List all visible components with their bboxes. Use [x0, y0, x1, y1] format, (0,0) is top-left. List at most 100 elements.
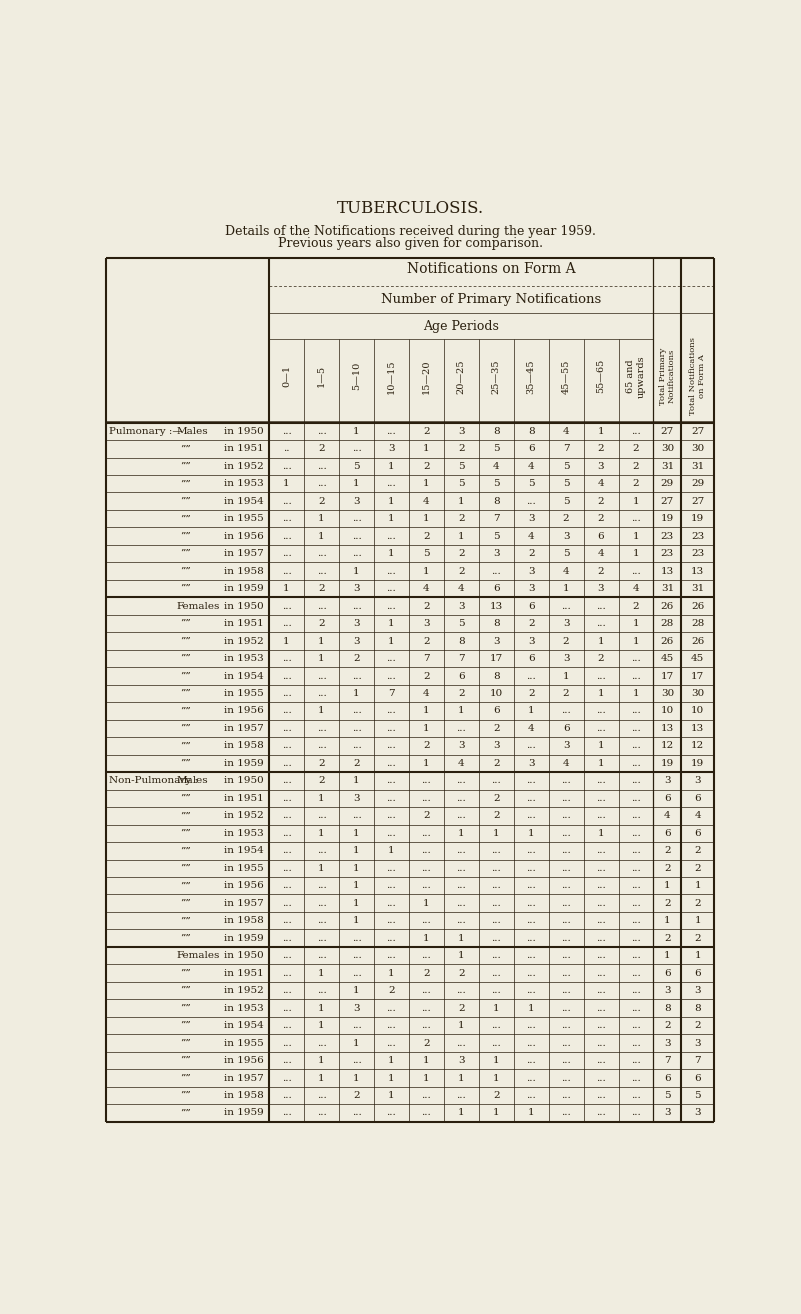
Text: ...: ... [562, 1004, 571, 1013]
Text: 3: 3 [598, 585, 605, 593]
Text: ...: ... [316, 986, 326, 995]
Text: ...: ... [562, 916, 571, 925]
Text: ...: ... [282, 619, 292, 628]
Text: ””: ”” [180, 1109, 191, 1117]
Text: ...: ... [526, 794, 536, 803]
Text: 4: 4 [493, 461, 500, 470]
Text: ...: ... [387, 654, 396, 664]
Text: 5: 5 [458, 461, 465, 470]
Text: 5: 5 [493, 444, 500, 453]
Text: ...: ... [596, 882, 606, 891]
Text: 8: 8 [493, 671, 500, 681]
Text: ...: ... [282, 461, 292, 470]
Text: 2: 2 [694, 934, 701, 942]
Text: ...: ... [316, 934, 326, 942]
Text: 1: 1 [284, 585, 290, 593]
Text: ...: ... [562, 899, 571, 908]
Text: 27: 27 [661, 427, 674, 436]
Text: ...: ... [562, 602, 571, 611]
Text: ...: ... [562, 882, 571, 891]
Text: ..: .. [284, 444, 290, 453]
Text: 3: 3 [694, 1109, 701, 1117]
Text: 30: 30 [691, 444, 704, 453]
Text: ””: ”” [180, 829, 191, 838]
Text: ...: ... [282, 1004, 292, 1013]
Text: 65 and
upwards: 65 and upwards [626, 355, 646, 398]
Text: Males: Males [176, 427, 207, 436]
Text: 1: 1 [423, 566, 429, 576]
Text: 5—10: 5—10 [352, 363, 361, 390]
Text: 1: 1 [353, 427, 360, 436]
Text: ...: ... [562, 1109, 571, 1117]
Text: 1: 1 [528, 829, 534, 838]
Text: 1: 1 [458, 1109, 465, 1117]
Text: 1: 1 [388, 514, 395, 523]
Text: 1: 1 [458, 829, 465, 838]
Text: 3: 3 [528, 636, 534, 645]
Text: 6: 6 [528, 602, 534, 611]
Text: 3: 3 [458, 427, 465, 436]
Text: ...: ... [526, 741, 536, 750]
Text: 1: 1 [633, 549, 639, 558]
Text: 1: 1 [528, 707, 534, 715]
Text: ...: ... [421, 829, 431, 838]
Text: ...: ... [316, 549, 326, 558]
Text: 1: 1 [633, 619, 639, 628]
Text: ...: ... [282, 951, 292, 961]
Text: ...: ... [596, 916, 606, 925]
Text: 12: 12 [691, 741, 704, 750]
Text: ...: ... [316, 916, 326, 925]
Text: ...: ... [387, 794, 396, 803]
Text: ...: ... [562, 863, 571, 872]
Text: ...: ... [421, 1004, 431, 1013]
Text: in 1958: in 1958 [224, 1091, 264, 1100]
Text: 2: 2 [694, 863, 701, 872]
Text: ...: ... [562, 1038, 571, 1047]
Text: 17: 17 [489, 654, 503, 664]
Text: 1: 1 [388, 1074, 395, 1083]
Text: 2: 2 [493, 724, 500, 733]
Text: 2: 2 [423, 671, 429, 681]
Text: in 1955: in 1955 [224, 514, 264, 523]
Text: ...: ... [387, 602, 396, 611]
Text: Total Notifications
on Form A: Total Notifications on Form A [689, 338, 706, 415]
Text: 6: 6 [493, 707, 500, 715]
Text: 1: 1 [563, 585, 570, 593]
Text: ””: ”” [180, 1056, 191, 1066]
Text: 6: 6 [664, 1074, 670, 1083]
Text: 4: 4 [598, 549, 605, 558]
Text: ...: ... [596, 1074, 606, 1083]
Text: 2: 2 [458, 1004, 465, 1013]
Text: 1: 1 [318, 707, 325, 715]
Text: ...: ... [526, 671, 536, 681]
Text: 2: 2 [563, 636, 570, 645]
Text: 3: 3 [493, 636, 500, 645]
Text: ...: ... [596, 986, 606, 995]
Text: 6: 6 [694, 829, 701, 838]
Text: ...: ... [491, 916, 501, 925]
Text: in 1954: in 1954 [224, 846, 264, 855]
Text: 1: 1 [423, 724, 429, 733]
Text: 0—1: 0—1 [282, 365, 291, 388]
Text: ...: ... [282, 846, 292, 855]
Text: 30: 30 [661, 689, 674, 698]
Text: in 1959: in 1959 [224, 759, 264, 767]
Text: ””: ”” [180, 724, 191, 733]
Text: ...: ... [387, 1021, 396, 1030]
Text: ...: ... [526, 846, 536, 855]
Text: 1: 1 [423, 444, 429, 453]
Text: ””: ”” [180, 497, 191, 506]
Text: 5: 5 [563, 480, 570, 489]
Text: ...: ... [596, 1004, 606, 1013]
Text: 1: 1 [458, 934, 465, 942]
Text: 1: 1 [353, 829, 360, 838]
Text: in 1952: in 1952 [224, 986, 264, 995]
Text: ...: ... [457, 916, 466, 925]
Text: ...: ... [596, 619, 606, 628]
Text: in 1951: in 1951 [224, 968, 264, 978]
Text: in 1955: in 1955 [224, 1038, 264, 1047]
Text: 2: 2 [528, 619, 534, 628]
Text: 2: 2 [318, 759, 325, 767]
Text: 1: 1 [694, 951, 701, 961]
Text: ...: ... [387, 585, 396, 593]
